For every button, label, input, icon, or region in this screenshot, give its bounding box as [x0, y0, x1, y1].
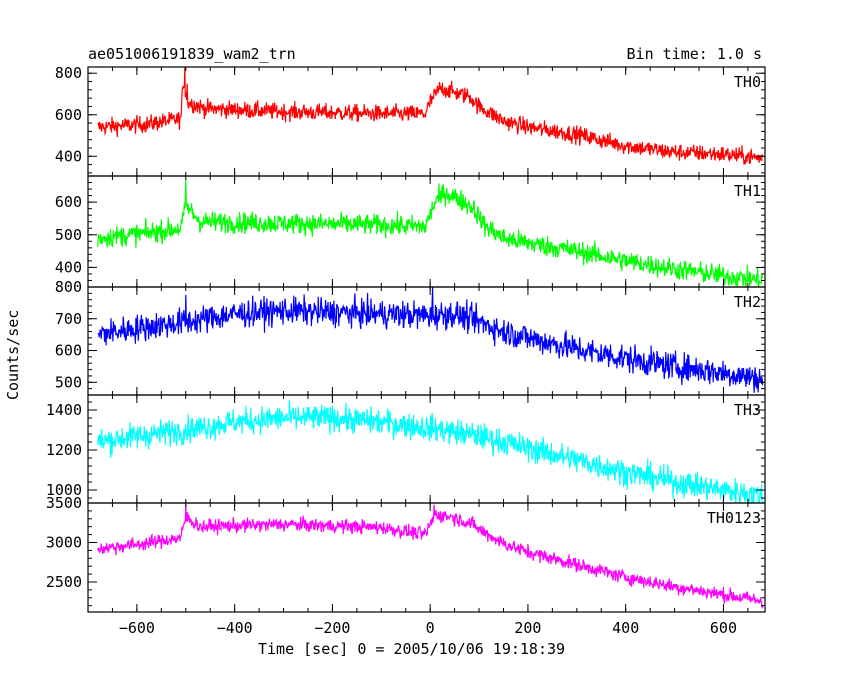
- series-line-th1: [97, 179, 764, 287]
- panel-th0123: 2500 3000 3500 TH0123: [46, 494, 766, 613]
- panel-frame: [87, 502, 766, 613]
- x-tick-label: −200: [314, 619, 350, 637]
- x-tick-label: 600: [710, 619, 737, 637]
- panel-frame: [87, 394, 766, 504]
- y-tick-label: 1200: [46, 441, 82, 459]
- panel-frame: [87, 286, 766, 396]
- series-line-th3: [97, 400, 764, 503]
- panel-frame: [87, 175, 766, 288]
- panel-label-th0123: TH0123: [707, 509, 761, 527]
- x-tick-label: 0: [426, 619, 435, 637]
- y-tick-label: 600: [55, 193, 82, 211]
- y-tick-label: 800: [55, 278, 82, 296]
- series-line-th0: [97, 67, 764, 165]
- y-tick-label: 1000: [46, 481, 82, 499]
- series-line-th0123: [97, 503, 764, 609]
- panel-th3: 1000 1200 1400 TH3: [46, 394, 766, 504]
- y-tick-label: 3000: [46, 533, 82, 551]
- x-tick-label: 400: [612, 619, 639, 637]
- y-tick-label: 400: [55, 147, 82, 165]
- panel-label-th0: TH0: [734, 73, 761, 91]
- y-tick-label: 400: [55, 258, 82, 276]
- panel-label-th2: TH2: [734, 293, 761, 311]
- bin-time-label: Bin time: 1.0 s: [626, 45, 762, 63]
- y-tick-label: 1400: [46, 401, 82, 419]
- series-line-th2: [97, 287, 764, 393]
- y-tick-label: 800: [55, 64, 82, 82]
- y-tick-label: 500: [55, 373, 82, 391]
- y-tick-label: 600: [55, 342, 82, 360]
- y-tick-label: 3500: [46, 494, 82, 512]
- panel-frame: [87, 66, 766, 177]
- panel-th1: 400 500 600 TH1: [55, 175, 766, 288]
- y-tick-label: 2500: [46, 573, 82, 591]
- x-tick-label: 200: [514, 619, 541, 637]
- panel-label-th3: TH3: [734, 401, 761, 419]
- y-tick-label: 500: [55, 226, 82, 244]
- y-tick-label: 700: [55, 310, 82, 328]
- x-tick-label: −400: [217, 619, 253, 637]
- chart-title: ae051006191839_wam2_trn: [88, 45, 296, 63]
- y-tick-label: 600: [55, 106, 82, 124]
- x-axis-label: Time [sec] 0 = 2005/10/06 19:18:39: [258, 640, 566, 658]
- x-tick-label: −600: [119, 619, 155, 637]
- panel-th2: 500 600 700 800 TH2: [55, 278, 766, 396]
- panel-label-th1: TH1: [734, 182, 761, 200]
- panel-th0: 400 600 800 TH0: [55, 64, 766, 177]
